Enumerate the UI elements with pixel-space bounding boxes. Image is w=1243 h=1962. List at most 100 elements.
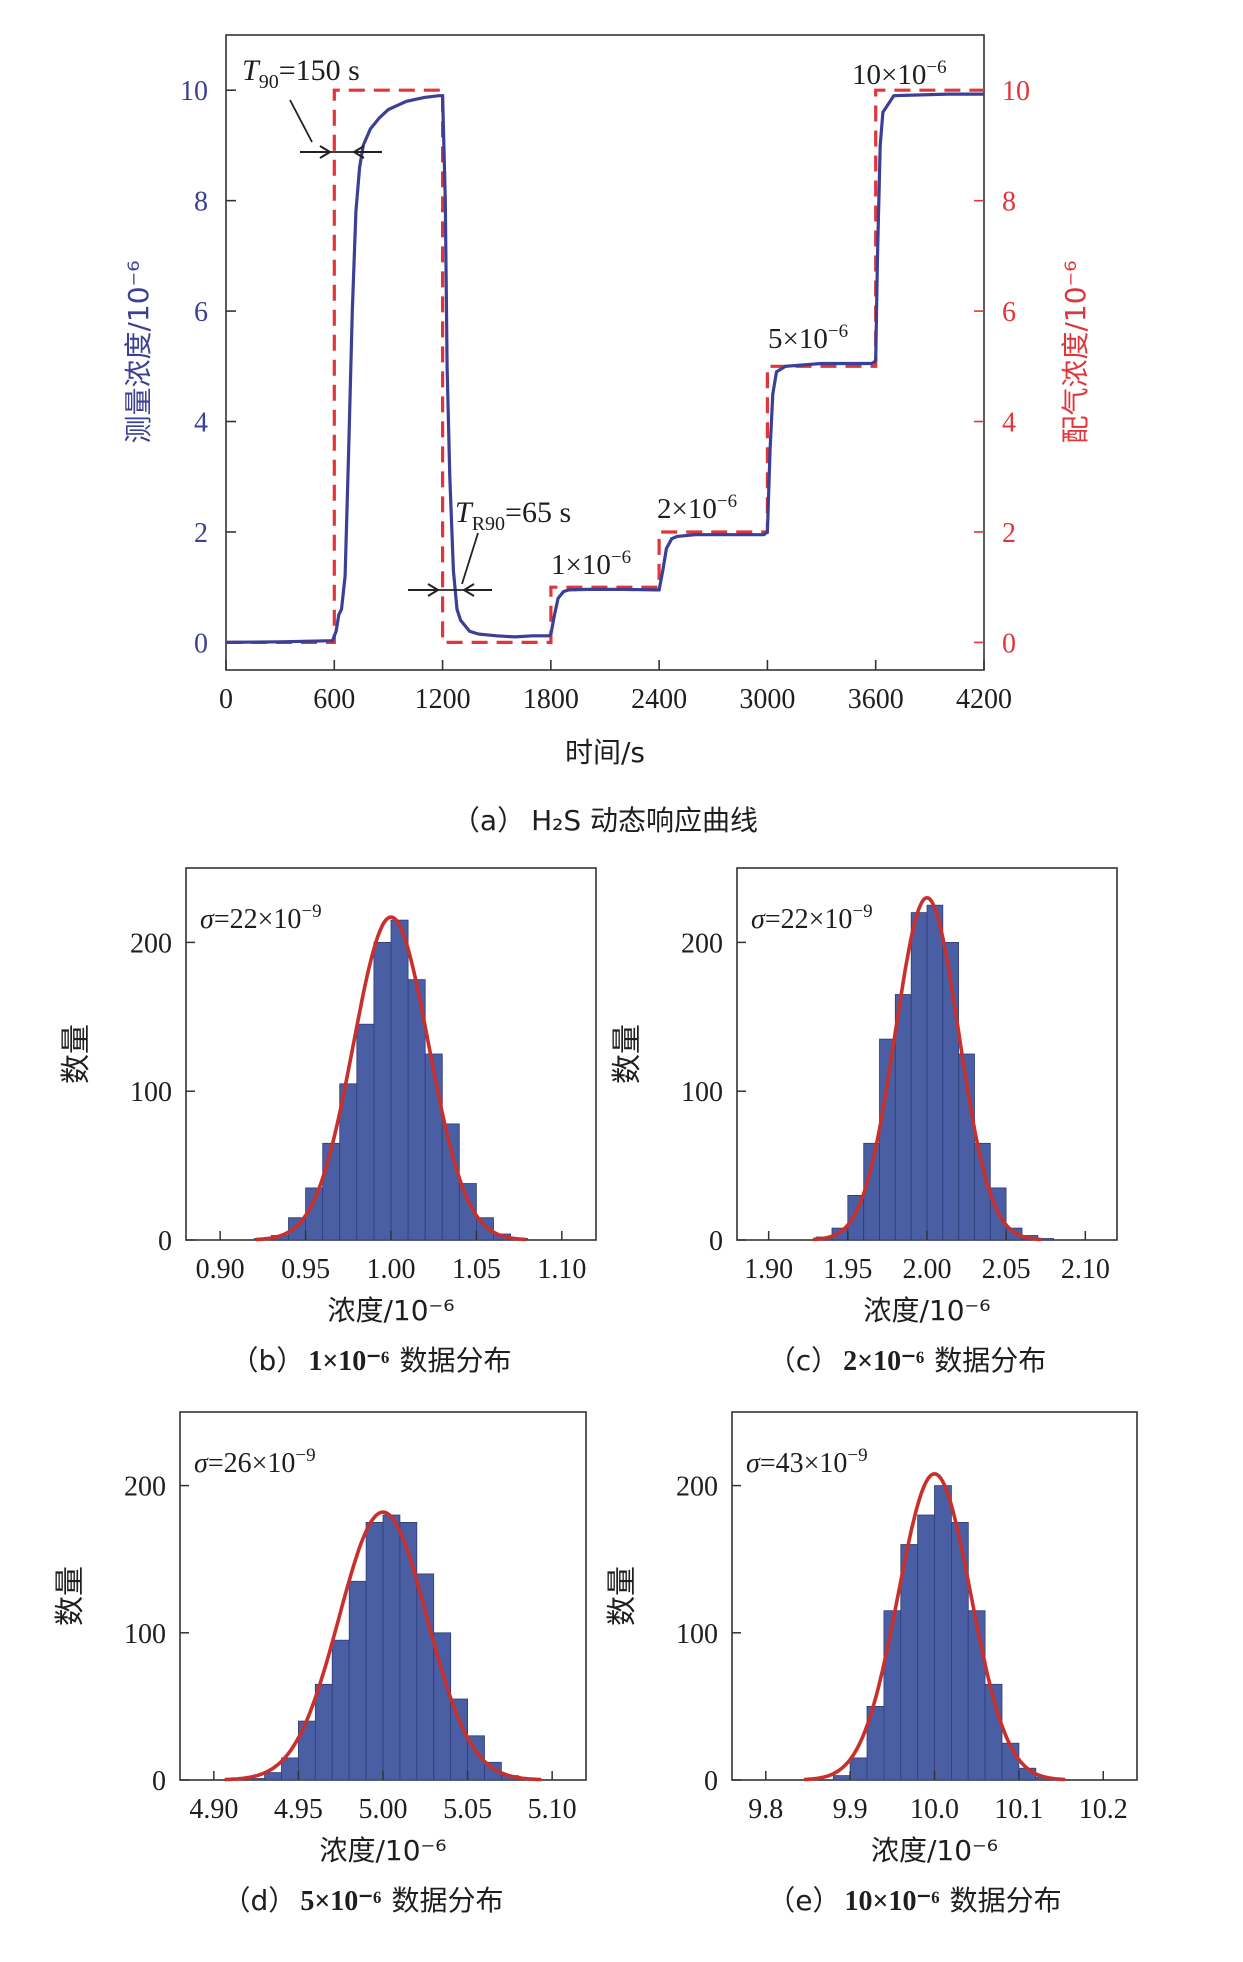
histogram-bar	[450, 1698, 469, 1781]
left-y-axis-label: 测量浓度/10⁻⁶	[122, 260, 155, 443]
measured-concentration-line	[225, 92, 984, 644]
panel-c-distribution: 1.90 1.95 2.00 2.05 2.10 0 100 200 σ=22×10−9 浓度/1…	[610, 867, 1118, 1377]
right-y-tick-label-10: 10	[1002, 76, 1030, 107]
panel-d-distribution: 4.90 4.95 5.00 5.05 5.10 0 100 200 σ=26×10−9 浓度/1…	[53, 1411, 587, 1917]
caption-b: （b） 1×10⁻⁶ 数据分布	[231, 1344, 512, 1377]
y-tick-label-100: 100	[124, 1619, 166, 1650]
histogram-bar	[399, 1522, 418, 1781]
y-tick-label-100: 100	[676, 1619, 718, 1650]
sigma-label: σ=22×10−9	[751, 901, 873, 935]
y-tick-label-200: 200	[130, 928, 172, 959]
histogram-bar	[348, 1580, 367, 1781]
histogram-bar	[441, 1123, 460, 1241]
y-tick-label-100: 100	[130, 1077, 172, 1108]
x-axis-label: 浓度/10⁻⁶	[871, 1834, 998, 1867]
x-tick-label-0: 0	[219, 684, 233, 715]
y-tick-label-200: 200	[676, 1472, 718, 1503]
x-tick-label-1200: 1200	[415, 684, 471, 715]
y-tick-label-100: 100	[681, 1077, 723, 1108]
panel-b-distribution: 0.90 0.95 1.00 1.05 1.10 0 100 200 σ=22×10−9 浓度/1…	[59, 867, 597, 1377]
x-tick-label-600: 600	[313, 684, 355, 715]
histogram-bar	[424, 1053, 443, 1241]
right-y-tick-label-6: 6	[1002, 297, 1016, 328]
left-y-tick-label-10: 10	[180, 76, 208, 107]
x-tick-label-2.10: 2.10	[1061, 1254, 1110, 1285]
x-axis-label: 浓度/10⁻⁶	[863, 1294, 990, 1327]
x-tick-label-10.1: 10.1	[994, 1794, 1043, 1825]
gaussian-fit-curve	[812, 895, 1042, 1242]
sigma-label: σ=26×10−9	[194, 1445, 316, 1479]
x-tick-label-0.90: 0.90	[196, 1254, 245, 1285]
gaussian-fit-curve	[224, 1510, 542, 1782]
x-axis-label: 浓度/10⁻⁶	[327, 1294, 454, 1327]
x-tick-label-4.90: 4.90	[189, 1794, 238, 1825]
x-axis-label: 浓度/10⁻⁶	[319, 1834, 446, 1867]
histogram-bar	[322, 1142, 341, 1241]
y-tick-label-0: 0	[158, 1226, 172, 1257]
histogram-bar	[365, 1522, 384, 1781]
histogram-bar	[264, 1772, 282, 1781]
histogram-bar	[390, 919, 409, 1241]
caption-a: （a） H₂S 动态响应曲线	[452, 804, 758, 837]
y-axis-label: 数量	[610, 1024, 645, 1084]
x-tick-label-10.2: 10.2	[1079, 1794, 1128, 1825]
y-axis-label: 数量	[59, 1024, 94, 1084]
x-tick-label-2.05: 2.05	[982, 1254, 1031, 1285]
x-tick-label-9.9: 9.9	[833, 1794, 868, 1825]
histogram-bar	[894, 994, 912, 1241]
step-label-1e-6: 1×10−6	[551, 547, 631, 581]
histogram-bar	[373, 942, 392, 1241]
tick-marks	[225, 89, 985, 670]
x-axis-label: 时间/s	[565, 736, 645, 769]
y-tick-label-200: 200	[124, 1472, 166, 1503]
right-y-tick-labels: 0 2 4 6 8 10	[1002, 76, 1030, 659]
step-label-5e-6: 5×10−6	[768, 321, 848, 355]
caption-d: （d） 5×10⁻⁶ 数据分布	[223, 1884, 504, 1917]
x-tick-label-1.05: 1.05	[452, 1254, 501, 1285]
t90-annotation: T90=150 s	[242, 54, 382, 159]
t90-label: T90=150 s	[242, 54, 360, 93]
histogram-bar	[849, 1757, 868, 1781]
histogram-bar	[832, 1775, 851, 1781]
panel-a-dynamic-response: 0 600 1200 1800 2400 3000 3600 4200 0 2 4 6 8 10 0 2 4…	[122, 34, 1092, 837]
left-y-tick-labels: 0 2 4 6 8 10	[180, 76, 208, 659]
x-tick-label-5.10: 5.10	[528, 1794, 577, 1825]
histogram-bar	[967, 1610, 986, 1781]
caption-e: （e） 10×10⁻⁶ 数据分布	[767, 1884, 1061, 1917]
x-tick-label-1800: 1800	[523, 684, 579, 715]
x-tick-label-2.00: 2.00	[903, 1254, 952, 1285]
histogram-bar	[900, 1544, 919, 1781]
gaussian-fit-curve	[803, 1471, 1066, 1782]
histogram-bar	[917, 1514, 935, 1781]
x-tick-label-9.8: 9.8	[748, 1794, 783, 1825]
histogram-bar	[382, 1514, 401, 1781]
gaussian-fit-curve	[255, 915, 527, 1242]
x-tick-label-1.90: 1.90	[744, 1254, 793, 1285]
y-tick-label-0: 0	[709, 1226, 723, 1257]
panel-e-distribution: 9.8 9.9 10.0 10.1 10.2 0 100 200 σ=43×10−9 浓度/10⁻…	[605, 1411, 1138, 1917]
right-y-tick-label-8: 8	[1002, 187, 1016, 218]
left-y-tick-label-2: 2	[194, 518, 208, 549]
x-tick-label-5.00: 5.00	[359, 1794, 408, 1825]
histogram-bar	[314, 1683, 333, 1781]
x-tick-label-4200: 4200	[956, 684, 1012, 715]
y-tick-label-0: 0	[152, 1766, 166, 1797]
x-tick-label-0.95: 0.95	[281, 1254, 330, 1285]
x-tick-label-1.10: 1.10	[537, 1254, 586, 1285]
x-tick-label-10.0: 10.0	[910, 1794, 959, 1825]
step-label-2e-6: 2×10−6	[657, 491, 737, 525]
x-tick-labels: 0 600 1200 1800 2400 3000 3600 4200	[219, 684, 1012, 715]
x-tick-label-2400: 2400	[631, 684, 687, 715]
histogram-bar	[356, 1023, 375, 1241]
histogram-bar	[331, 1639, 350, 1781]
supplied-concentration-line	[226, 88, 984, 644]
histogram-bar	[883, 1610, 902, 1781]
histogram-bar	[458, 1183, 477, 1241]
step-label-10e-6: 10×10−6	[852, 57, 947, 91]
x-tick-label-1.00: 1.00	[367, 1254, 416, 1285]
y-tick-label-200: 200	[681, 928, 723, 959]
right-y-tick-label-0: 0	[1002, 628, 1016, 659]
right-y-axis-label: 配气浓度/10⁻⁶	[1059, 260, 1092, 443]
y-axis-label: 数量	[605, 1566, 640, 1626]
